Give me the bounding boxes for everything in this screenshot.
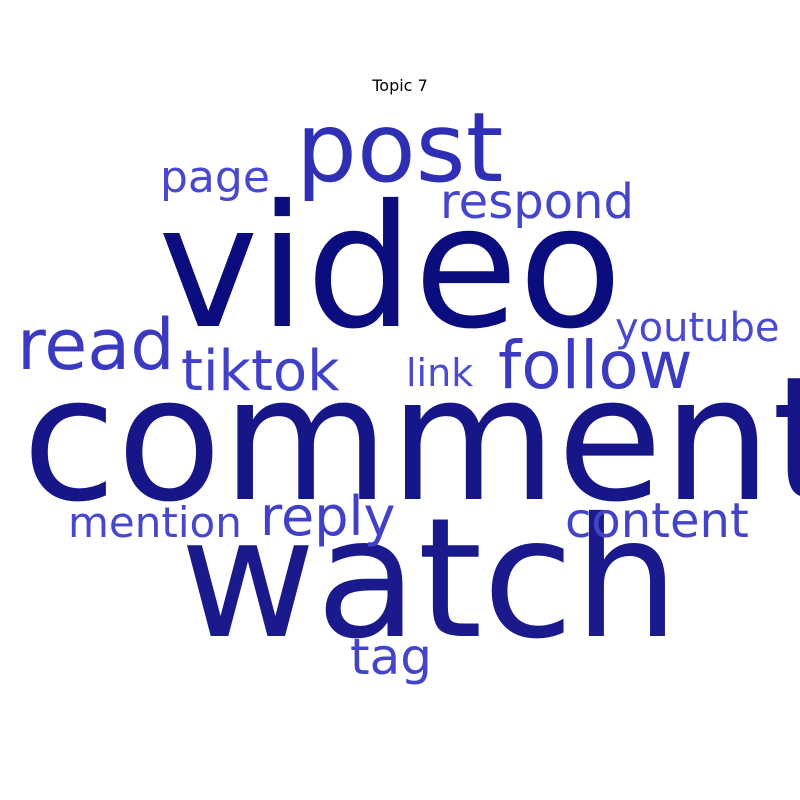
word-page: page (160, 152, 270, 203)
word-link: link (406, 351, 474, 395)
word-tiktok: tiktok (181, 339, 340, 404)
word-reply: reply (260, 485, 396, 548)
word-youtube: youtube (615, 305, 780, 351)
word-respond: respond (440, 174, 634, 230)
word-video: video (158, 169, 623, 367)
word-watch: watch (180, 483, 680, 676)
word-comment: comment (22, 339, 800, 540)
word-tag: tag (350, 628, 432, 686)
word-mention: mention (68, 498, 242, 547)
word-follow: follow (498, 327, 693, 404)
word-content: content (565, 493, 749, 549)
word-read: read (17, 304, 175, 386)
chart-title: Topic 7 (372, 76, 428, 95)
word-post: post (296, 92, 504, 204)
